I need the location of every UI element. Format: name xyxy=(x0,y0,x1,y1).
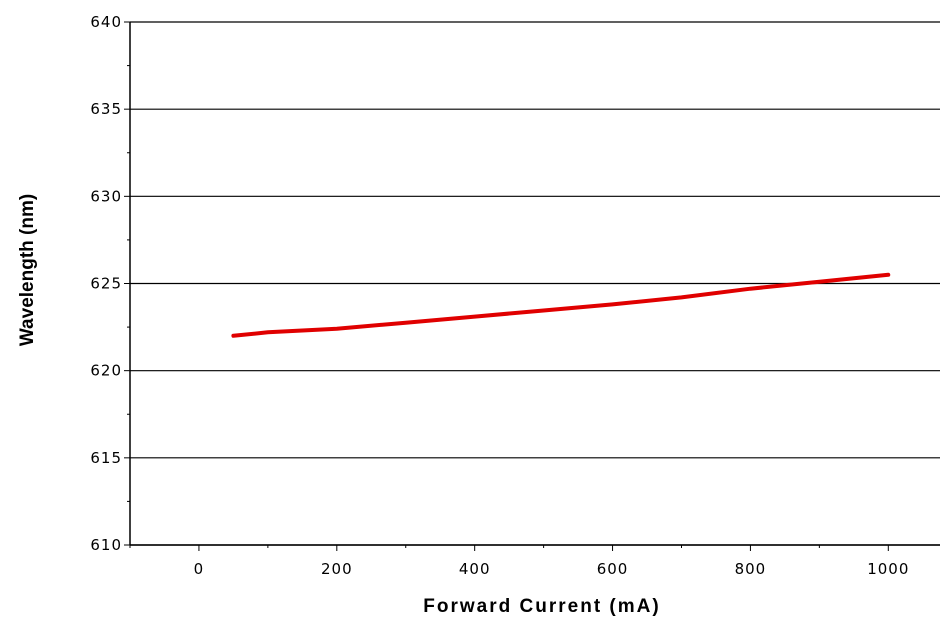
y-tick-labels: 610 615 620 625 630 635 640 xyxy=(90,13,122,554)
minor-ticks xyxy=(127,65,820,548)
y-tick-label: 625 xyxy=(90,275,122,293)
x-tick-label: 800 xyxy=(735,560,767,578)
x-tick-label: 600 xyxy=(597,560,629,578)
x-tick-label: 200 xyxy=(321,560,353,578)
x-tick-label: 1000 xyxy=(867,560,909,578)
y-tick-label: 635 xyxy=(90,100,122,118)
gridlines xyxy=(124,21,940,546)
y-axis-title: Wavelength (nm) xyxy=(17,194,38,346)
y-tick-label: 610 xyxy=(90,536,122,554)
x-tick-label: 400 xyxy=(459,560,491,578)
series-line-0 xyxy=(231,272,891,338)
axes xyxy=(129,22,940,551)
x-axis-title: Forward Current (mA) xyxy=(423,596,660,617)
y-tick-label: 615 xyxy=(90,449,122,467)
y-tick-label: 640 xyxy=(90,13,122,31)
plot-area xyxy=(231,272,891,338)
y-tick-label: 630 xyxy=(90,187,122,205)
y-tick-label: 620 xyxy=(90,362,122,380)
x-tick-label: 0 xyxy=(194,560,205,578)
x-tick-labels: 0 200 400 600 800 1000 xyxy=(194,560,909,578)
